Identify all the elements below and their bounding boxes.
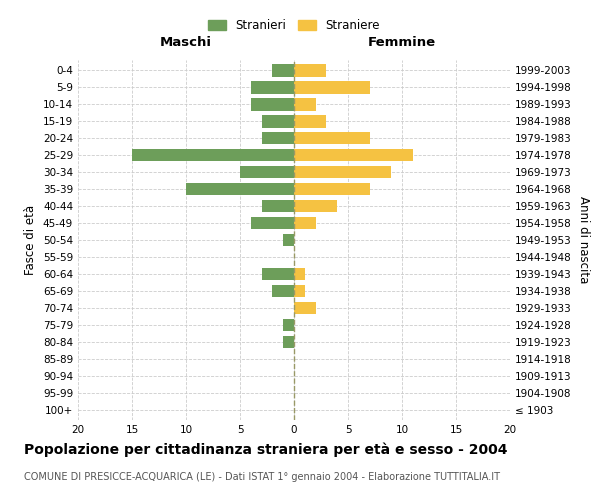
Bar (283, 336, 294, 348)
Bar (294, 115, 326, 128)
Bar (251, 81, 294, 94)
Text: Femmine: Femmine (368, 36, 436, 49)
Bar (283, 234, 294, 246)
Bar (272, 64, 294, 76)
Bar (283, 318, 294, 332)
Bar (262, 132, 294, 144)
Bar (294, 182, 370, 196)
Bar (251, 98, 294, 110)
Text: COMUNE DI PRESICCE-ACQUARICA (LE) - Dati ISTAT 1° gennaio 2004 - Elaborazione TU: COMUNE DI PRESICCE-ACQUARICA (LE) - Dati… (24, 472, 500, 482)
Bar (294, 148, 413, 162)
Y-axis label: Fasce di età: Fasce di età (25, 205, 37, 275)
Bar (240, 166, 294, 178)
Bar (294, 166, 391, 178)
Bar (294, 98, 316, 110)
Y-axis label: Anni di nascita: Anni di nascita (577, 196, 590, 284)
Bar (294, 200, 337, 212)
Bar (294, 216, 316, 230)
Text: Maschi: Maschi (160, 36, 212, 49)
Bar (186, 182, 294, 196)
Bar (294, 132, 370, 144)
Bar (294, 284, 305, 298)
Legend: Stranieri, Straniere: Stranieri, Straniere (208, 19, 380, 32)
Bar (294, 81, 370, 94)
Bar (251, 216, 294, 230)
Bar (262, 115, 294, 128)
Bar (262, 268, 294, 280)
Bar (262, 200, 294, 212)
Bar (294, 302, 316, 314)
Bar (132, 148, 294, 162)
Bar (294, 64, 326, 76)
Bar (294, 268, 305, 280)
Bar (272, 284, 294, 298)
Text: Popolazione per cittadinanza straniera per età e sesso - 2004: Popolazione per cittadinanza straniera p… (24, 442, 508, 457)
